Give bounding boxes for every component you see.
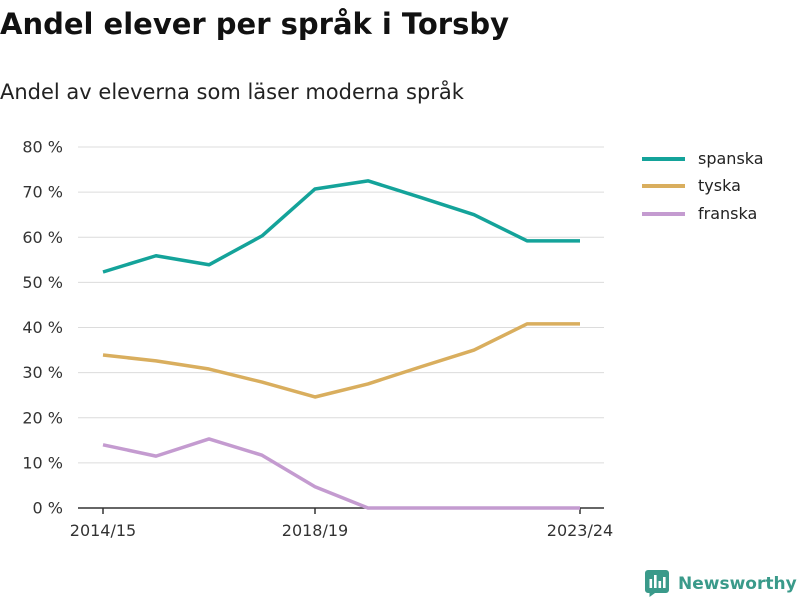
newsworthy-logo-icon: [645, 570, 669, 597]
x-axis: 2014/15 2018/19 2023/24: [70, 507, 613, 540]
y-tick-label: 20 %: [22, 408, 63, 427]
y-tick-label: 50 %: [22, 273, 63, 292]
y-tick-label: 30 %: [22, 363, 63, 382]
series-lines: [102, 179, 580, 510]
y-tick-label: 40 %: [22, 318, 63, 337]
y-tick-label: 60 %: [22, 228, 63, 247]
legend-item-tyska: tyska: [642, 173, 764, 201]
series-line-spanska: [102, 179, 580, 274]
series-line-franska: [102, 437, 580, 510]
y-tick-label: 70 %: [22, 183, 63, 202]
y-tick-label: 0 %: [33, 499, 63, 518]
brand-logo: Newsworthy: [645, 570, 797, 597]
legend-swatch: [642, 184, 685, 189]
chart-subtitle: Andel av eleverna som läser moderna språ…: [0, 80, 464, 104]
brand-name: Newsworthy: [678, 573, 797, 594]
legend-label: spanska: [698, 148, 764, 168]
legend-swatch: [642, 156, 685, 161]
legend-swatch: [642, 211, 685, 216]
chart-legend: spanska tyska franska: [642, 145, 764, 228]
legend-label: tyska: [698, 176, 741, 196]
x-tick-label: 2018/19: [282, 521, 348, 540]
legend-item-franska: franska: [642, 200, 764, 228]
y-tick-label: 80 %: [22, 138, 63, 157]
y-tick-label: 10 %: [22, 453, 63, 472]
y-axis: 0 % 10 % 20 % 30 % 40 % 50 % 60 % 70 % 80 %: [22, 138, 63, 518]
x-tick-label: 2023/24: [547, 521, 613, 540]
legend-label: franska: [698, 203, 758, 223]
legend-item-spanska: spanska: [642, 145, 764, 173]
series-line-tyska: [102, 322, 580, 399]
x-tick-label: 2014/15: [70, 521, 136, 540]
chart-title: Andel elever per språk i Torsby: [0, 7, 510, 41]
gridlines: [78, 146, 604, 464]
